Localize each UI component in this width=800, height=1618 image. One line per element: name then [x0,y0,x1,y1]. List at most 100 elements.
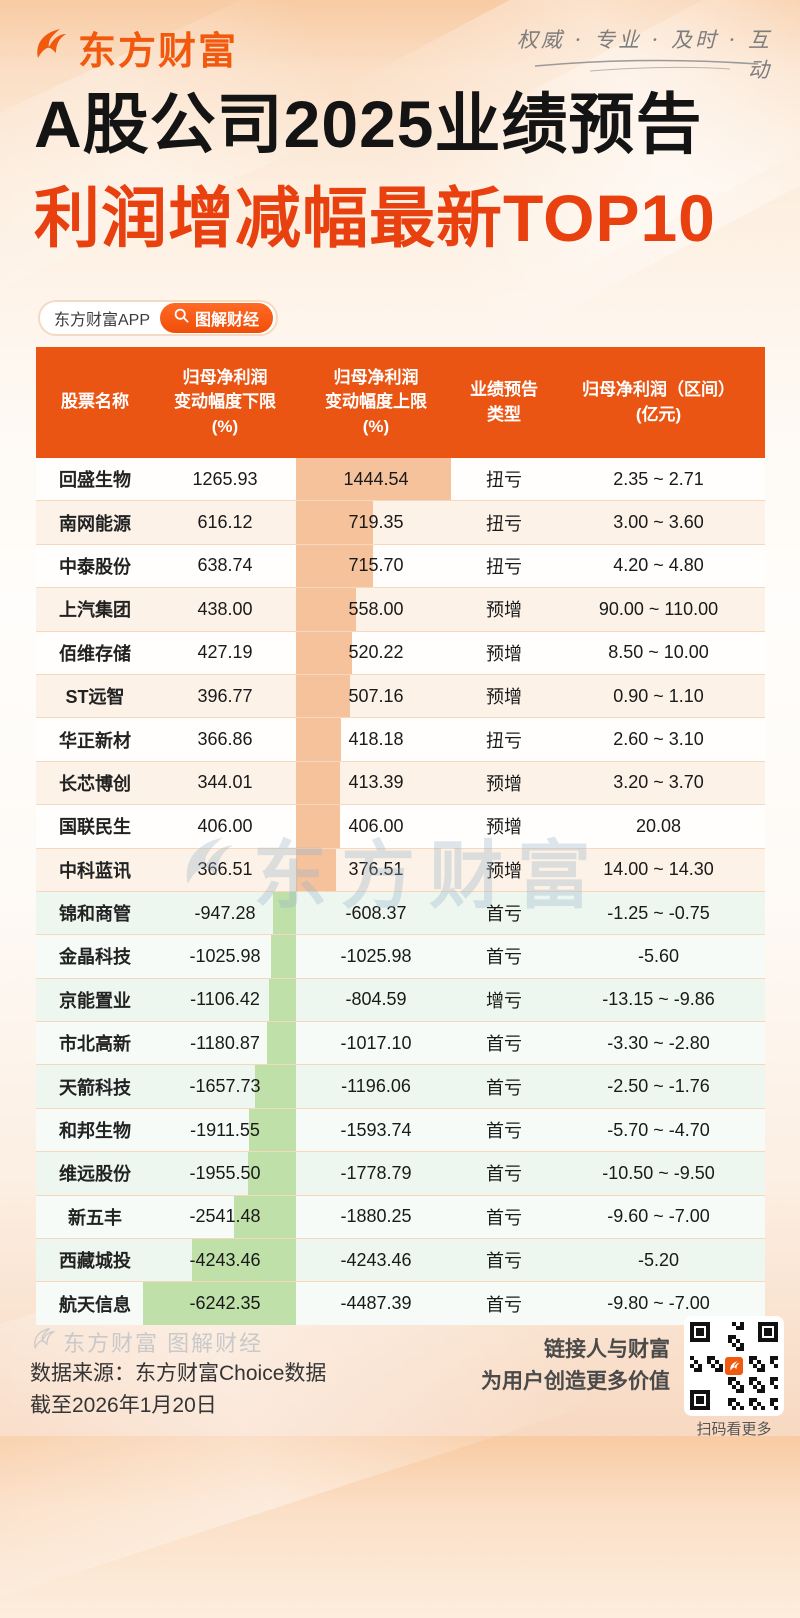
change-magnitude-bar [191,1239,296,1282]
main-title-line1: A股公司2025业绩预告 [34,87,703,161]
forecast-type: 首亏 [486,1294,522,1315]
forecast-type: 首亏 [486,1034,522,1055]
lower-bound-value: 366.51 [197,859,253,880]
lower-bound-value: -1955.50 [189,1162,261,1183]
stock-name: 天箭科技 [59,1077,131,1098]
table-row: 和邦生物 -1911.55 -1593.74 首亏 -5.70 ~ -4.70 [36,1107,765,1152]
profit-range: 20.08 [635,815,682,836]
col-header-lower-bound: 归母净利润 变动幅度下限 (%) [174,367,276,436]
lower-bound-value: 344.01 [197,772,253,793]
table-row: 新五丰 -2541.48 -1880.25 首亏 -9.60 ~ -7.00 [36,1194,765,1239]
upper-bound-value: -608.37 [345,902,407,923]
lower-bound-value: 1265.93 [192,468,258,489]
stock-name: 佰维存储 [59,643,131,664]
upper-bound-value: 558.00 [348,598,404,619]
footer-brand-text: 东方财富 图解财经 [63,1331,264,1356]
profit-range: 14.00 ~ 14.30 [603,859,714,880]
change-magnitude-bar [268,978,296,1022]
profit-range: -5.60 [637,945,680,966]
change-magnitude-bar [249,1108,296,1152]
stock-name: 国联民生 [59,817,131,838]
tujie-caijing-button[interactable]: 图解财经 [160,303,274,333]
col-header-forecast-type: 业绩预告 类型 [470,379,538,424]
upper-bound-value: 1444.54 [343,468,409,489]
profit-range: 4.20 ~ 4.80 [613,555,704,576]
table-row: 中泰股份 638.74 715.70 扭亏 4.20 ~ 4.80 [36,543,765,588]
lower-bound-value: -1025.98 [189,945,261,966]
forecast-type: 首亏 [486,1121,522,1142]
forecast-type: 首亏 [486,1207,522,1228]
forecast-type: 扭亏 [486,513,522,534]
qr-code-card [684,1316,784,1416]
profit-range: -9.80 ~ -7.00 [607,1293,710,1314]
table-row: 维远股份 -1955.50 -1778.79 首亏 -10.50 ~ -9.50 [36,1151,765,1195]
profit-range: 2.35 ~ 2.71 [613,468,704,489]
upper-bound-value: -1025.98 [340,945,412,966]
upper-bound-value: 719.35 [348,512,404,533]
lower-bound-value: 616.12 [197,512,253,533]
lower-bound-value: -1180.87 [190,1032,260,1053]
qr-caption: 扫码看更多 [696,1421,772,1438]
qr-center-logo [723,1355,745,1377]
forecast-type: 预增 [486,817,522,838]
lower-bound-value: -2541.48 [189,1206,261,1227]
profit-range: -5.70 ~ -4.70 [607,1119,710,1140]
lower-bound-value: -1106.42 [190,989,260,1010]
profit-range: -5.20 [637,1249,680,1270]
table-row: 长芯博创 344.01 413.39 预增 3.20 ~ 3.70 [36,760,765,805]
brand-name: 东方财富 [78,31,239,73]
col-header-profit-range: 归母净利润（区间） (亿元) [582,379,735,424]
flame-icon [30,1326,56,1358]
stock-name: 上汽集团 [59,600,131,621]
forecast-type: 预增 [486,860,522,881]
forecast-type: 首亏 [486,904,522,925]
brand-logo: 东方财富 [30,20,238,75]
upper-bound-value: -1880.25 [340,1206,412,1227]
forecast-type: 预增 [486,643,522,664]
upper-bound-value: 715.70 [348,555,404,576]
stock-name: 和邦生物 [59,1121,131,1142]
table-row: 回盛生物 1265.93 1444.54 扭亏 2.35 ~ 2.71 [36,458,765,501]
brand-tagline: 权威 · 专业 · 及时 · 互动 [516,28,772,82]
upper-bound-value: -1778.79 [340,1162,412,1183]
flame-icon [30,25,70,70]
profit-range: -10.50 ~ -9.50 [602,1162,715,1183]
upper-bound-value: -4487.39 [340,1293,412,1314]
forecast-type: 首亏 [486,1164,522,1185]
table-row: 市北高新 -1180.87 -1017.10 首亏 -3.30 ~ -2.80 [36,1021,765,1065]
stock-name: 锦和商管 [59,904,131,925]
profit-range: 3.00 ~ 3.60 [613,512,704,533]
upper-bound-value: -1593.74 [340,1119,412,1140]
change-magnitude-bar [296,458,451,501]
profit-range: -2.50 ~ -1.76 [607,1076,710,1097]
profit-range: 3.20 ~ 3.70 [613,772,704,793]
change-magnitude-bar [248,1152,296,1195]
stock-name: 长芯博创 [59,773,131,794]
change-magnitude-bar [267,1022,296,1065]
tujie-caijing-label: 图解财经 [195,312,260,329]
table-row: 锦和商管 -947.28 -608.37 首亏 -1.25 ~ -0.75 [36,890,765,935]
profit-range: -3.30 ~ -2.80 [607,1032,710,1053]
footer-slogan: 链接人与财富 为用户创造更多价值 [481,1338,670,1393]
forecast-type: 首亏 [486,1077,522,1098]
change-magnitude-bar [296,761,341,805]
upper-bound-value: 418.18 [348,729,404,750]
lower-bound-value: 438.00 [197,598,253,619]
change-magnitude-bar [296,588,356,631]
profit-range: -1.25 ~ -0.75 [607,902,710,923]
lower-bound-value: 396.77 [197,685,253,706]
stock-name: 市北高新 [59,1034,131,1055]
stock-name: 回盛生物 [59,470,131,491]
upper-bound-value: 507.16 [348,685,404,706]
profit-range: -9.60 ~ -7.00 [607,1206,710,1227]
change-magnitude-bar [296,501,374,544]
col-header-stock-name: 股票名称 [61,392,129,412]
col-header-upper-bound: 归母净利润 变动幅度上限 (%) [325,367,427,436]
stock-name: 中科蓝讯 [59,860,131,881]
lower-bound-value: -1657.73 [189,1076,261,1097]
table-header-row: 股票名称 归母净利润 变动幅度下限 (%) 归母净利润 变动幅度上限 (%) 业… [36,347,765,458]
data-source-note: 数据来源：东方财富Choice数据 截至2026年1月20日 [30,1362,327,1417]
upper-bound-value: 376.51 [348,859,404,880]
profit-range: 2.60 ~ 3.10 [613,729,704,750]
stock-name: 金晶科技 [59,947,131,968]
